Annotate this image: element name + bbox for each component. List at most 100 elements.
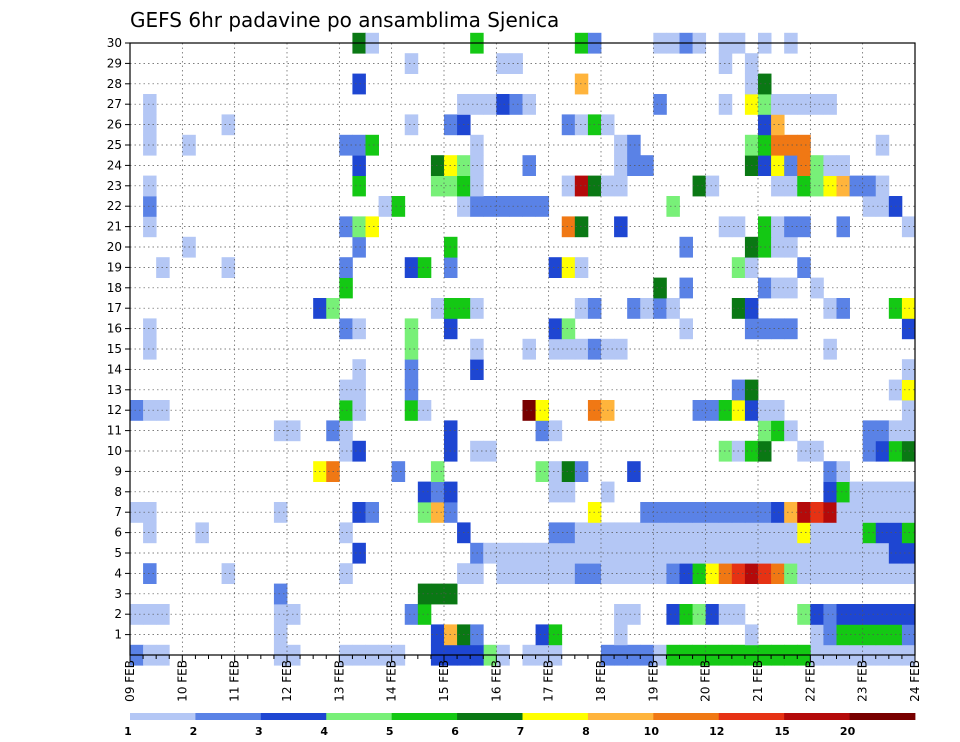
heatmap-cell <box>823 481 837 503</box>
heatmap-cell <box>404 257 419 278</box>
heatmap-cell <box>797 134 811 156</box>
heatmap-cell <box>836 175 850 197</box>
heatmap-cell <box>496 196 510 217</box>
heatmap-cell <box>143 114 157 136</box>
heatmap-cell <box>627 134 641 156</box>
y-tick-label: 2 <box>114 607 122 621</box>
heatmap-cell <box>771 216 785 238</box>
x-tick-label: 22 FEB <box>803 660 817 702</box>
heatmap-cell <box>679 604 693 625</box>
heatmap-cell <box>352 440 366 462</box>
heatmap-cell <box>797 155 811 176</box>
heatmap-cell <box>692 502 707 523</box>
heatmap-cell <box>430 481 445 503</box>
heatmap-cell <box>627 563 641 584</box>
heatmap-cell <box>823 175 837 197</box>
heatmap-cell <box>666 604 680 625</box>
y-tick-label: 16 <box>107 322 122 336</box>
x-tick-label: 16 FEB <box>489 660 503 702</box>
x-tick-label: 12 FEB <box>280 660 294 702</box>
grid-layer <box>130 42 915 655</box>
heatmap-cell <box>430 461 445 482</box>
heatmap-cell <box>810 175 824 197</box>
heatmap-cell <box>535 400 550 421</box>
heatmap-cell <box>679 563 693 584</box>
heatmap-cell <box>574 257 589 278</box>
heatmap-cell <box>705 604 720 625</box>
heatmap-cell <box>352 318 366 340</box>
heatmap-cell <box>797 257 811 278</box>
heatmap-cell <box>143 502 157 523</box>
heatmap-cell <box>771 155 785 176</box>
heatmap-cell <box>522 196 536 217</box>
heatmap-cell <box>535 624 550 646</box>
heatmap-cell <box>797 542 811 564</box>
y-tick-label: 4 <box>114 566 122 580</box>
heatmap-cell <box>823 624 837 646</box>
x-tick-label: 10 FEB <box>175 660 189 702</box>
x-tick-label: 20 FEB <box>699 660 713 702</box>
heatmap-cell <box>653 277 667 299</box>
heatmap-cell <box>430 583 445 605</box>
heatmap-cell <box>561 338 576 360</box>
y-tick-label: 27 <box>107 97 122 111</box>
x-tick-label: 13 FEB <box>332 660 346 702</box>
heatmap-cell <box>143 196 157 217</box>
heatmap-cell <box>771 542 785 564</box>
y-tick-label: 15 <box>107 342 122 356</box>
heatmap-cell <box>496 563 510 584</box>
heatmap-cell <box>836 542 850 564</box>
heatmap-cell <box>548 420 563 442</box>
heatmap-cell <box>548 542 563 564</box>
heatmap-cell <box>130 604 144 625</box>
heatmap-cell <box>653 522 667 544</box>
heatmap-cell <box>221 563 236 584</box>
heatmap-cell <box>130 400 144 421</box>
heatmap-cell <box>522 542 536 564</box>
heatmap-cell <box>391 461 406 482</box>
heatmap-cell <box>574 461 589 482</box>
heatmap-cell <box>352 134 366 156</box>
y-tick-label: 12 <box>107 403 122 417</box>
heatmap-cell <box>143 175 157 197</box>
heatmap-cell <box>130 502 144 523</box>
heatmap-cell <box>771 522 785 544</box>
heatmap-cell <box>352 400 366 421</box>
heatmap-cell <box>810 440 824 462</box>
heatmap-cell <box>574 338 589 360</box>
heatmap-cell <box>561 481 576 503</box>
heatmap-cell <box>417 481 432 503</box>
legend-swatch <box>522 713 589 720</box>
heatmap-cell <box>483 440 497 462</box>
heatmap-cell <box>810 277 824 299</box>
heatmap-cell <box>653 298 667 319</box>
heatmap-cell <box>784 542 798 564</box>
heatmap-cell <box>548 624 563 646</box>
heatmap-cell <box>561 461 576 482</box>
heatmap-cell <box>404 604 419 625</box>
y-tick-label: 5 <box>114 546 122 560</box>
legend-swatch <box>457 713 523 720</box>
heatmap-cell <box>483 196 497 217</box>
heatmap-cell <box>836 563 850 584</box>
heatmap-cell <box>143 338 157 360</box>
heatmap-cell <box>522 400 536 421</box>
heatmap-cell <box>561 114 576 136</box>
heatmap-cell <box>365 216 379 238</box>
y-tick-label: 6 <box>114 526 122 540</box>
legend-swatch <box>326 713 393 720</box>
heatmap-cell <box>143 134 157 156</box>
color-legend: 1 2 3 4 5 6 7 8 10 12 15 20 <box>124 713 916 738</box>
heatmap-cell <box>509 563 523 584</box>
heatmap-cell <box>561 175 576 197</box>
y-tick-label: 20 <box>107 240 122 254</box>
heatmap-cell <box>823 542 837 564</box>
heatmap-cell <box>352 379 366 401</box>
heatmap-cell <box>221 257 236 278</box>
heatmap-cell <box>653 502 667 523</box>
y-tick-label: 24 <box>107 158 122 172</box>
y-axis: 1234567891011121314151617181920212223242… <box>107 36 130 642</box>
heatmap-cell <box>771 236 785 258</box>
heatmap-cell <box>666 502 680 523</box>
heatmap-cell <box>836 624 850 646</box>
